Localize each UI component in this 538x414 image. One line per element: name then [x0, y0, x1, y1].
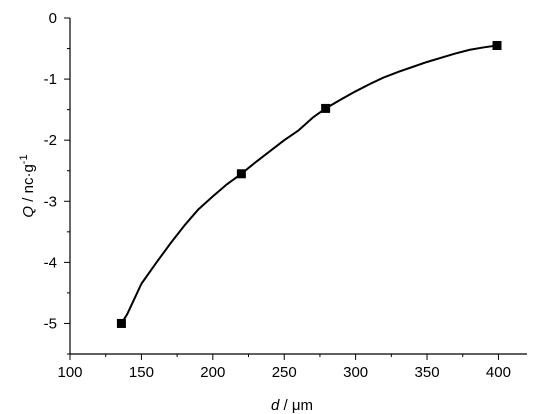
- fit-curve-group: [120, 44, 498, 324]
- tick-labels: 100 150 200 250 300 350 400 0 -1 -2 -3 -4 -5: [44, 10, 511, 381]
- y-axis-label: Q / nc·g-1: [18, 154, 37, 217]
- x-tick-label: 350: [415, 364, 440, 381]
- data-point-marker: [492, 40, 502, 50]
- x-axis-label: d / μm: [271, 397, 313, 414]
- y-tick-label: -3: [44, 193, 57, 210]
- x-tick-label: 300: [343, 364, 368, 381]
- y-tick-label: -1: [44, 71, 57, 88]
- y-tick-label: -5: [44, 315, 57, 332]
- data-point-marker: [236, 169, 246, 179]
- y-axis-unit-sup: -1: [18, 154, 30, 164]
- y-axis-var: Q: [20, 206, 37, 218]
- y-tick-label: -2: [44, 132, 57, 149]
- x-axis-unit: / μm: [279, 397, 313, 414]
- x-axis-var: d: [271, 397, 280, 414]
- data-point-marker: [321, 103, 331, 113]
- x-tick-label: 250: [272, 364, 297, 381]
- axes: [64, 17, 527, 360]
- x-tick-label: 200: [200, 364, 225, 381]
- y-tick-label: 0: [49, 10, 57, 27]
- x-tick-label: 100: [57, 364, 82, 381]
- fit-curve: [120, 44, 498, 324]
- x-tick-label: 150: [129, 364, 154, 381]
- y-axis-unit: / nc·g: [20, 164, 37, 206]
- x-tick-label: 400: [486, 364, 511, 381]
- data-markers: [116, 40, 502, 328]
- data-point-marker: [116, 318, 126, 328]
- y-tick-label: -4: [44, 254, 57, 271]
